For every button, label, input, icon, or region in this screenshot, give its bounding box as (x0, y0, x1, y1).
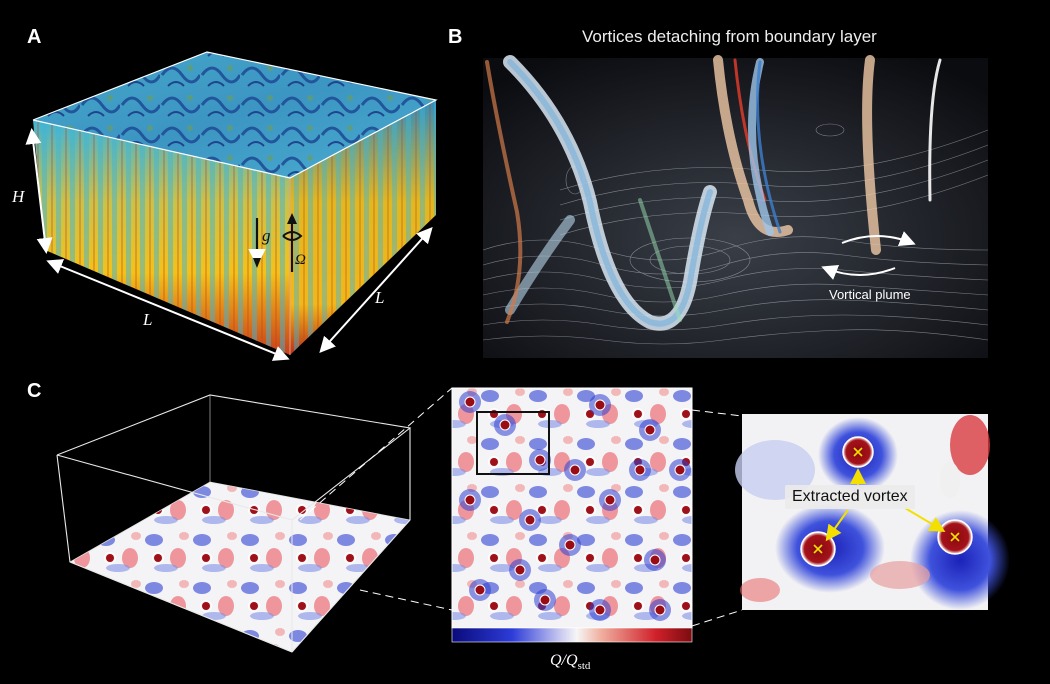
q-vortex-dot (499, 419, 511, 431)
panel-letter-a: A (27, 26, 42, 48)
vortex-center-markers (813, 447, 960, 554)
panel-c-box (56, 387, 453, 653)
panel-letter-b: B (448, 26, 463, 48)
q-vortex-dot (534, 454, 546, 466)
vortical-plume-label: Vortical plume (829, 287, 911, 302)
panel-a-box (32, 51, 438, 355)
q-vortex-dot (524, 514, 536, 526)
length-label-side: L (375, 288, 385, 307)
q-vortex-dot (539, 594, 551, 606)
length-arrow-side (319, 227, 433, 353)
gravity-label: g (262, 226, 271, 245)
q-vortex-dot (649, 554, 661, 566)
extracted-vortex-label: Extracted vortex (785, 485, 915, 509)
q-slab (70, 482, 410, 652)
colorbar-label-main: Q/Q (550, 652, 578, 669)
rotation-label: Ω (295, 252, 306, 268)
gravity-arrow (248, 218, 266, 268)
q-vortex-dot (569, 464, 581, 476)
height-arrow (25, 128, 53, 254)
q-vortex-dot (594, 604, 606, 616)
panel-b-title: Vortices detaching from boundary layer (582, 27, 877, 46)
q-vortex-dot (464, 494, 476, 506)
panel-c-zoom (735, 414, 1010, 610)
length-label-front: L (143, 310, 153, 329)
q-vortex-dot (564, 539, 576, 551)
panel-b-render (482, 55, 989, 358)
q-vortex-dot (644, 424, 656, 436)
q-vortex-dot (674, 464, 686, 476)
zoom-box (476, 411, 550, 475)
q-vortex-dot (514, 564, 526, 576)
q-vortex-dot (654, 604, 666, 616)
q-vortex-dot (474, 584, 486, 596)
height-label: H (12, 187, 25, 206)
q-vortex-dot (604, 494, 616, 506)
q-vortex-dot (464, 396, 476, 408)
panel-letter-c: C (27, 380, 42, 402)
q-vortex-dot (594, 399, 606, 411)
panel-c-qfield (451, 387, 693, 629)
rotation-axis-icon (282, 213, 303, 272)
colorbar (451, 627, 693, 643)
q-vortex-dot (634, 464, 646, 476)
colorbar-label: Q/Qstd (550, 652, 590, 672)
colorbar-label-sub: std (577, 660, 591, 673)
length-arrow-front (46, 259, 290, 361)
